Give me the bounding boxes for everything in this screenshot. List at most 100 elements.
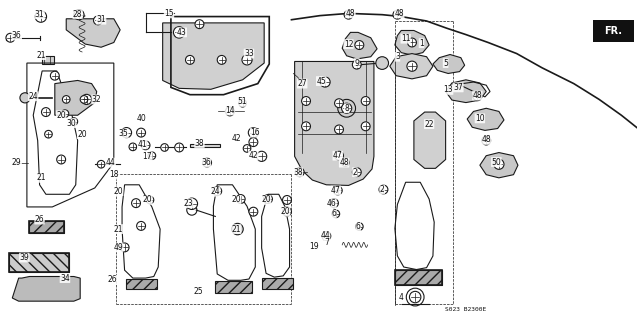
Text: 38: 38 [195, 138, 204, 148]
Bar [29, 221, 65, 233]
Circle shape [356, 223, 363, 230]
Circle shape [494, 159, 504, 169]
Text: 4: 4 [399, 293, 404, 301]
Text: 30: 30 [67, 119, 76, 128]
Circle shape [212, 187, 221, 196]
Text: 7: 7 [324, 238, 329, 247]
Text: 27: 27 [298, 79, 307, 88]
Text: 16: 16 [250, 128, 260, 137]
Circle shape [129, 143, 137, 151]
Text: 31: 31 [35, 10, 44, 19]
Circle shape [249, 207, 258, 216]
Text: 44: 44 [106, 158, 115, 167]
Circle shape [120, 243, 129, 252]
Text: 48: 48 [481, 135, 491, 145]
Polygon shape [467, 108, 504, 130]
Polygon shape [12, 277, 80, 301]
Circle shape [35, 11, 47, 22]
Text: 24: 24 [211, 187, 220, 196]
Circle shape [344, 10, 353, 19]
Text: 23: 23 [183, 199, 193, 208]
Text: 28: 28 [73, 10, 83, 19]
Circle shape [335, 151, 344, 160]
Text: 2: 2 [380, 185, 385, 194]
Text: 51: 51 [238, 97, 248, 107]
Circle shape [353, 60, 361, 69]
Circle shape [376, 57, 388, 70]
Circle shape [63, 96, 70, 103]
Circle shape [257, 151, 267, 161]
Circle shape [355, 41, 364, 49]
Circle shape [301, 97, 310, 106]
Circle shape [232, 223, 243, 235]
Text: 20: 20 [143, 196, 152, 204]
Text: 24: 24 [28, 92, 38, 101]
Polygon shape [66, 19, 120, 47]
Text: 18: 18 [109, 170, 118, 179]
Circle shape [283, 207, 291, 216]
Text: 11: 11 [401, 34, 410, 43]
Bar [9, 253, 69, 272]
Circle shape [74, 10, 84, 20]
Text: 20: 20 [261, 196, 271, 204]
Text: 22: 22 [424, 120, 434, 129]
Text: 44: 44 [320, 231, 330, 240]
Circle shape [330, 199, 339, 208]
Polygon shape [480, 152, 518, 178]
Text: 12: 12 [344, 40, 353, 48]
Circle shape [361, 97, 370, 106]
Text: 26: 26 [107, 275, 116, 284]
Text: 42: 42 [232, 134, 241, 144]
Text: FR.: FR. [605, 26, 623, 36]
Text: 48: 48 [346, 9, 355, 18]
Circle shape [42, 108, 51, 116]
Circle shape [137, 221, 145, 230]
Circle shape [186, 198, 198, 210]
Text: 36: 36 [201, 158, 211, 167]
Text: 21: 21 [113, 225, 123, 234]
Circle shape [335, 125, 344, 134]
Text: 32: 32 [92, 95, 102, 104]
Circle shape [146, 196, 154, 204]
Circle shape [45, 130, 52, 138]
Circle shape [283, 196, 291, 204]
Text: 29: 29 [12, 158, 22, 167]
Circle shape [242, 55, 252, 65]
Text: 21: 21 [36, 51, 45, 60]
Bar [593, 20, 634, 41]
Polygon shape [294, 62, 374, 185]
Circle shape [137, 128, 145, 137]
Text: 47: 47 [331, 186, 340, 195]
Polygon shape [414, 112, 445, 168]
Text: 20: 20 [280, 207, 290, 216]
Text: 33: 33 [244, 49, 254, 58]
Polygon shape [395, 31, 429, 55]
Circle shape [20, 93, 30, 103]
Text: 14: 14 [225, 106, 235, 115]
Polygon shape [445, 80, 486, 103]
Polygon shape [342, 33, 377, 59]
Bar [395, 270, 442, 286]
Text: 37: 37 [453, 83, 463, 92]
Bar [215, 281, 252, 293]
Text: 50: 50 [492, 158, 501, 167]
Circle shape [70, 118, 77, 125]
Circle shape [203, 158, 211, 167]
Circle shape [264, 195, 273, 204]
Circle shape [410, 291, 421, 303]
Circle shape [80, 96, 88, 103]
Text: 40: 40 [136, 114, 146, 123]
Text: 42: 42 [248, 151, 258, 160]
Bar [127, 279, 157, 289]
Text: 5: 5 [443, 59, 448, 68]
Circle shape [361, 122, 370, 131]
Circle shape [217, 56, 226, 64]
Text: 8: 8 [344, 104, 349, 113]
Text: 47: 47 [333, 151, 342, 160]
Circle shape [97, 160, 105, 168]
Circle shape [141, 141, 150, 150]
Bar [29, 221, 65, 233]
Polygon shape [390, 54, 433, 79]
Circle shape [175, 143, 184, 152]
Text: 19: 19 [309, 242, 319, 251]
